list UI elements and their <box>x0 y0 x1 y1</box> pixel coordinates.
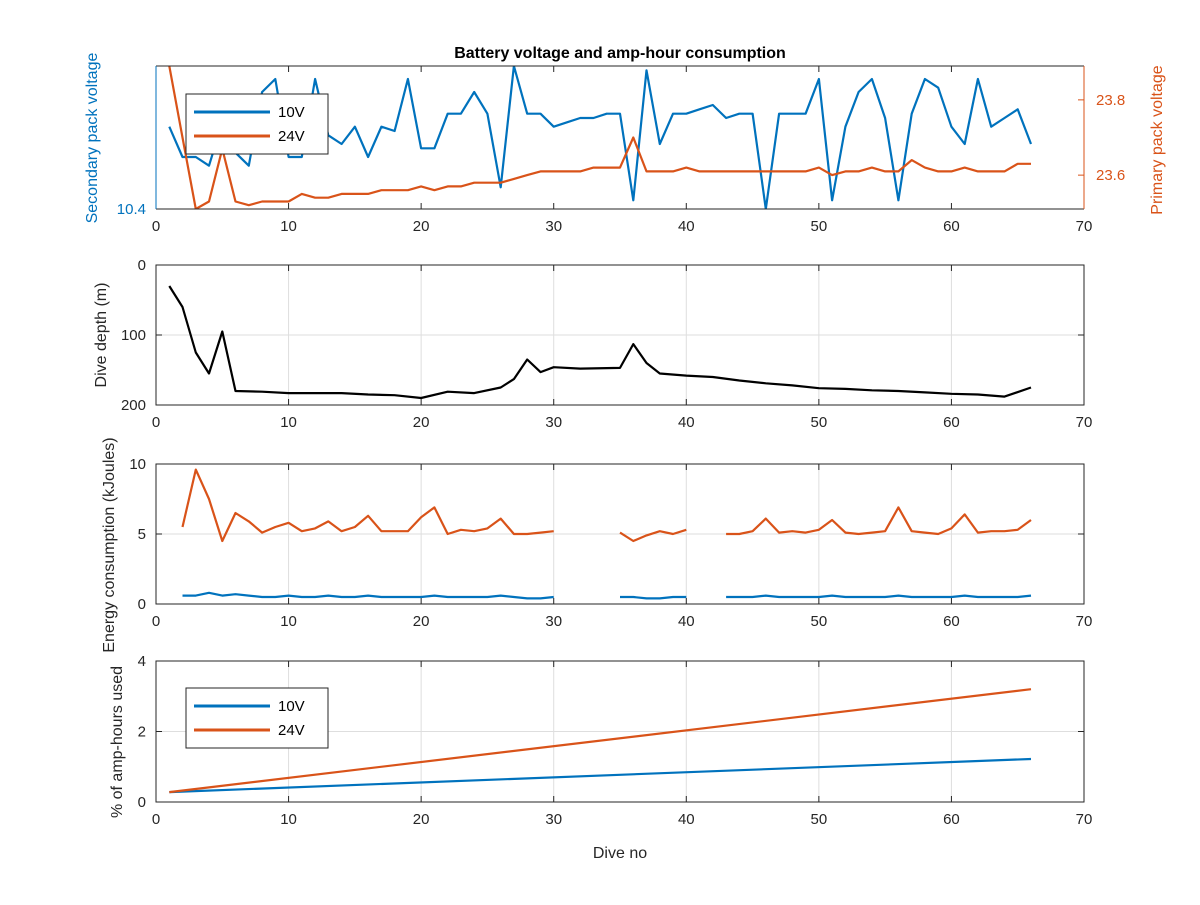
depth-line <box>168 285 1032 400</box>
x-tick-label: 70 <box>1076 218 1093 235</box>
x-tick-label: 20 <box>413 218 430 235</box>
x-tick-label: 40 <box>678 811 695 828</box>
x-tick-label: 50 <box>811 811 828 828</box>
x-tick-label: 10 <box>280 613 297 630</box>
energy-line-10v <box>620 595 687 600</box>
x-tick-label: 50 <box>811 613 828 630</box>
y-tick-label: 4 <box>138 653 146 670</box>
x-tick-label: 30 <box>545 811 562 828</box>
x-tick-label: 20 <box>413 811 430 828</box>
energy-line-24v <box>619 528 687 543</box>
x-tick-label: 10 <box>280 414 297 431</box>
x-tick-label: 70 <box>1076 414 1093 431</box>
energy-line-24v <box>181 468 554 543</box>
x-tick-label: 0 <box>152 414 160 431</box>
series-line-24v <box>168 66 1031 209</box>
y-tick-label: 0 <box>138 596 146 613</box>
legend-label-24v: 24V <box>278 722 305 739</box>
x-tick-label: 40 <box>678 613 695 630</box>
x-tick-label: 20 <box>413 613 430 630</box>
x-tick-label: 60 <box>943 218 960 235</box>
legend-label-10v: 10V <box>278 104 305 121</box>
x-tick-label: 30 <box>545 218 562 235</box>
y-tick-label: 10.4 <box>117 201 146 218</box>
legend-box <box>185 93 329 155</box>
x-tick-label: 60 <box>943 811 960 828</box>
y-tick-label: 5 <box>138 526 146 543</box>
x-tick-label: 70 <box>1076 613 1093 630</box>
energy-line-10v <box>182 591 554 600</box>
y-tick-label: 200 <box>121 397 146 414</box>
energy-line-10v <box>726 594 1032 599</box>
x-tick-label: 20 <box>413 414 430 431</box>
y-tick-label: 0 <box>138 794 146 811</box>
x-tick-label: 50 <box>811 218 828 235</box>
energy-line-24v <box>726 506 1032 536</box>
x-tick-label: 30 <box>545 613 562 630</box>
y-tick-label: 0 <box>138 257 146 274</box>
y-right-tick-label: 23.8 <box>1096 92 1125 109</box>
figure-title: Battery voltage and amp-hour consumption <box>454 45 786 62</box>
y-axis-label: % of amp-hours used <box>109 666 126 818</box>
legend-label-10v: 10V <box>278 698 305 715</box>
x-tick-label: 60 <box>943 414 960 431</box>
y-tick-label: 100 <box>121 327 146 344</box>
x-tick-label: 60 <box>943 613 960 630</box>
x-axis-label: Dive no <box>593 845 647 862</box>
x-tick-label: 0 <box>152 218 160 235</box>
legend-box <box>185 687 329 749</box>
x-tick-label: 10 <box>280 218 297 235</box>
x-tick-label: 0 <box>152 811 160 828</box>
amphour-line-10v <box>169 757 1032 794</box>
y-axis-label-right: Primary pack voltage <box>1149 65 1166 214</box>
y-axis-label: Energy consumption (kJoules) <box>101 437 118 652</box>
x-tick-label: 40 <box>678 218 695 235</box>
axes-box <box>155 463 1085 605</box>
x-tick-label: 50 <box>811 414 828 431</box>
x-tick-label: 10 <box>280 811 297 828</box>
y-tick-label: 10 <box>129 456 146 473</box>
amphour-line-24v <box>169 688 1032 794</box>
y-axis-label-left: Secondary pack voltage <box>84 53 101 224</box>
legend-label-24v: 24V <box>278 128 305 145</box>
x-tick-label: 0 <box>152 613 160 630</box>
y-right-tick-label: 23.6 <box>1096 167 1125 184</box>
y-tick-label: 2 <box>138 724 146 741</box>
x-tick-label: 30 <box>545 414 562 431</box>
series-line-10v <box>168 66 1033 209</box>
y-axis-label: Dive depth (m) <box>93 283 110 388</box>
x-tick-label: 70 <box>1076 811 1093 828</box>
x-tick-label: 40 <box>678 414 695 431</box>
axes-box <box>155 264 1085 406</box>
axes-box <box>155 660 1085 803</box>
